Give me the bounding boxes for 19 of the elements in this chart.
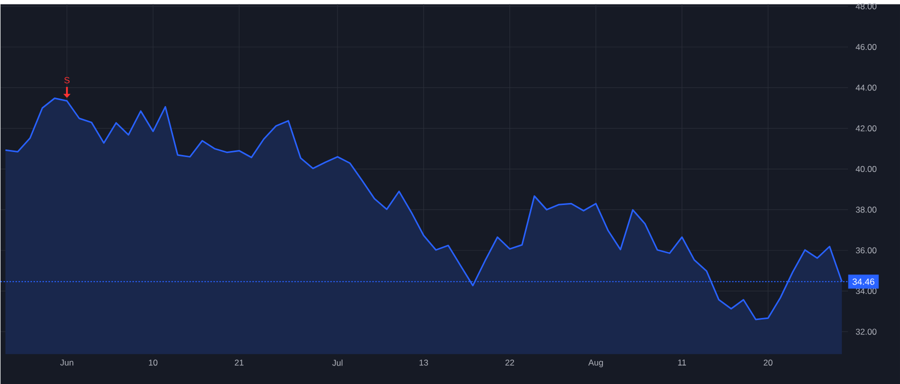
x-tick-label: Aug	[588, 360, 603, 368]
ref-line-label: 34.46	[852, 278, 874, 285]
x-tick-label: 10	[148, 360, 158, 366]
y-tick-label: 40.00	[856, 166, 876, 172]
y-tick-label: 38.00	[856, 206, 876, 213]
x-tick-label: 20	[764, 360, 772, 366]
y-tick-label: 44.00	[856, 84, 876, 91]
y-tick-label: 42.00	[856, 125, 876, 132]
y-tick-label: 48.00	[856, 3, 876, 10]
y-tick-label: 36.00	[856, 247, 876, 254]
x-tick-label: 11	[678, 360, 686, 366]
y-tick-label: 32.00	[856, 328, 876, 335]
x-tick-label: 13	[420, 360, 428, 366]
x-tick-label: 21	[234, 360, 244, 366]
x-tick-label: Jun	[60, 360, 74, 366]
x-tick-label: 22	[505, 360, 514, 366]
y-tick-label: 46.00	[856, 44, 876, 50]
annotation: S	[64, 76, 70, 84]
x-tick-label: Jul	[332, 360, 342, 366]
